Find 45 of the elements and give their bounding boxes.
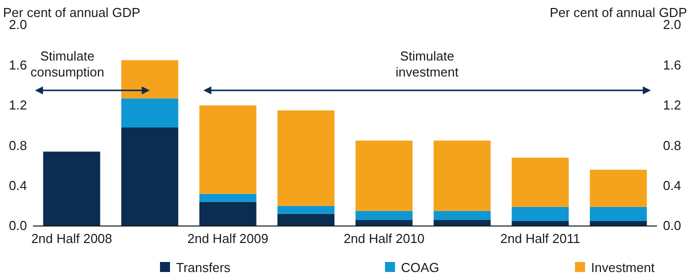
bar [434, 140, 491, 211]
bar [277, 206, 334, 214]
y2-tick-label: 2.0 [663, 17, 682, 32]
bar [121, 128, 178, 226]
legend-label: Transfers [176, 260, 231, 275]
bar [277, 214, 334, 226]
x-tick-label: 2nd Half 2011 [500, 231, 580, 246]
x-tick-label: 2nd Half 2010 [344, 231, 425, 246]
y-tick-label: 0.0 [8, 218, 27, 234]
bar [356, 210, 413, 220]
bar [121, 98, 178, 128]
y-tick-label: 0.8 [8, 138, 27, 153]
bar [512, 206, 569, 221]
y-tick-label: 0.4 [8, 178, 27, 193]
bar [277, 110, 334, 206]
y-tick-label: 1.2 [8, 98, 27, 113]
y2-tick-label: 1.2 [663, 98, 682, 113]
bar [434, 220, 491, 226]
bar [512, 220, 569, 226]
bar [512, 158, 569, 207]
y2-tick-label: 0.8 [663, 138, 682, 153]
bar [590, 220, 647, 226]
y-axis-title: Per cent of annual GDP [3, 5, 140, 20]
x-tick-label: 2nd Half 2009 [187, 231, 268, 246]
bar [590, 206, 647, 221]
annotation: Stimulate consumption [30, 48, 104, 80]
bar [199, 105, 256, 194]
x-tick-label: 2nd Half 2008 [31, 231, 112, 246]
bar [356, 220, 413, 226]
y2-tick-label: 1.6 [663, 57, 682, 72]
y2-tick-label: 0.4 [663, 178, 682, 193]
bar [356, 140, 413, 211]
legend-label: Investment [591, 260, 655, 275]
bar [590, 170, 647, 207]
bar [199, 202, 256, 226]
y-tick-label: 2.0 [8, 17, 27, 32]
y-tick-label: 1.6 [8, 57, 27, 72]
y2-axis-title: Per cent of annual GDP [550, 5, 687, 20]
bar [121, 60, 178, 98]
bar [199, 194, 256, 202]
legend-label: COAG [401, 260, 440, 275]
y2-tick-label: 0.0 [663, 218, 682, 234]
annotation: Stimulate investment [396, 48, 459, 80]
bar [43, 152, 100, 226]
bar [434, 210, 491, 220]
